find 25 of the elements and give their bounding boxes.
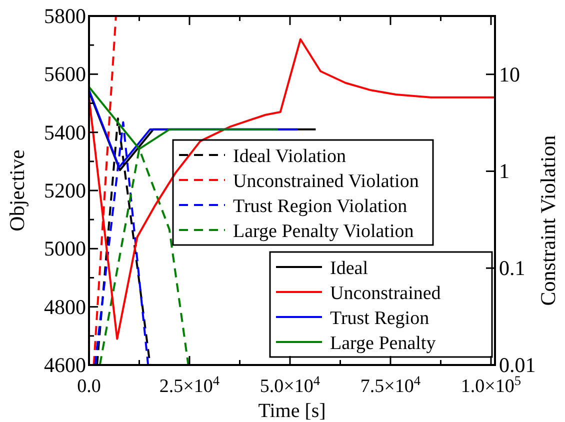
y2-tick-label: 0.1	[499, 256, 526, 280]
legend-label: Trust Region	[330, 308, 430, 329]
y-tick-label: 4600	[44, 353, 86, 377]
x-tick-label: 5.0×10$^{4}$	[260, 372, 320, 397]
legend-label: Large Penalty	[330, 333, 436, 354]
x-tick-label: 2.5×10$^{4}$	[159, 372, 220, 397]
y2-tick-label: 1	[499, 159, 510, 184]
y-axis-title: Objective	[5, 150, 29, 232]
y2-tick-label: 10	[499, 62, 520, 86]
x-tick-label: 7.5×10$^{4}$	[360, 372, 421, 397]
legend-label: Unconstrained Violation	[233, 171, 420, 192]
y-tick-label: 4800	[44, 294, 86, 319]
legend-label: Ideal Violation	[233, 146, 347, 167]
x-axis-title: Time [s]	[258, 400, 326, 422]
y-tick-label: 5200	[44, 178, 86, 202]
legend-label: Unconstrained	[330, 283, 442, 304]
y-tick-label: 5000	[44, 236, 86, 261]
legend-label: Large Penalty Violation	[233, 221, 414, 242]
legend-label: Ideal	[330, 258, 368, 279]
x-tick-label: 0.0	[77, 376, 101, 397]
y-tick-label: 5600	[44, 62, 86, 86]
y-tick-label: 5400	[44, 120, 86, 144]
y-tick-label: 5800	[44, 4, 86, 28]
legend-label: Trust Region Violation	[233, 196, 408, 217]
y2-axis-title: Constraint Violation	[536, 134, 560, 306]
